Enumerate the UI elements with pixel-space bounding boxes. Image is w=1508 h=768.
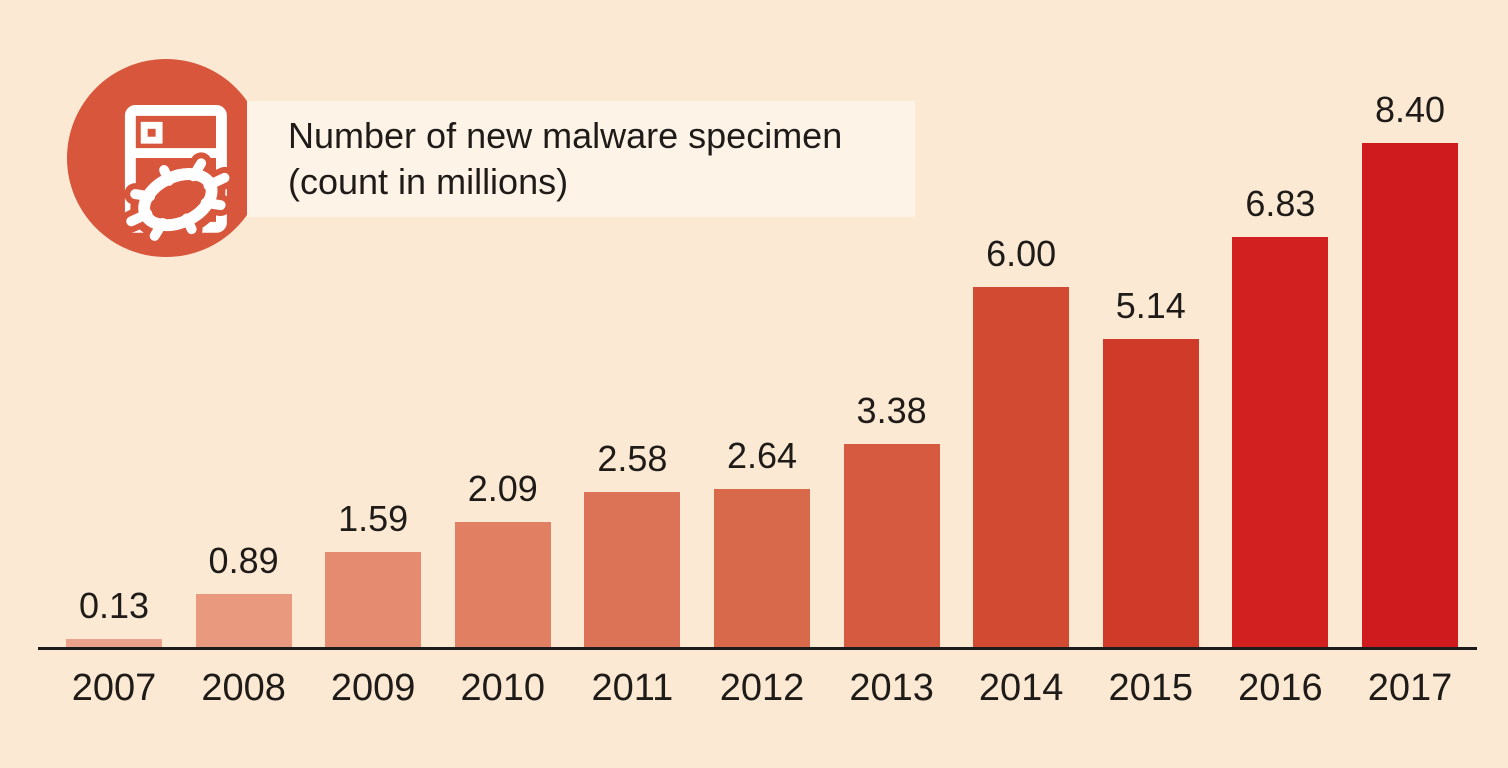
x-tick-2010: 2010 bbox=[460, 667, 546, 709]
bar-group-2008: 0.89 bbox=[195, 540, 292, 647]
bar-chart: 0.13 0.89 1.59 2.09 2.58 2.64 3.38 6.00 5.14 6.83… bbox=[38, 0, 1477, 768]
x-tick-2014: 2014 bbox=[978, 667, 1064, 709]
bar-group-2014: 6.00 bbox=[973, 233, 1070, 647]
x-axis-line bbox=[38, 647, 1477, 650]
bar-2011[interactable] bbox=[584, 492, 681, 647]
x-tick-2008: 2008 bbox=[201, 667, 286, 709]
bar-2010[interactable] bbox=[454, 522, 551, 647]
chart-title-line-2: (count in millions) bbox=[288, 161, 569, 202]
bar-value-label-2016: 6.83 bbox=[1245, 183, 1316, 224]
bar-group-2009: 1.59 bbox=[325, 498, 422, 647]
bar-2015[interactable] bbox=[1102, 339, 1199, 647]
x-tick-2011: 2011 bbox=[591, 667, 674, 709]
bar-value-label-2015: 5.14 bbox=[1115, 285, 1186, 326]
bar-2007[interactable] bbox=[66, 639, 162, 647]
bar-value-label-2013: 3.38 bbox=[856, 390, 927, 431]
bar-value-label-2014: 6.00 bbox=[986, 233, 1057, 274]
bar-group-2010: 2.09 bbox=[454, 468, 551, 647]
bar-group-2012: 2.64 bbox=[714, 438, 810, 647]
bar-group-2015: 5.14 bbox=[1102, 285, 1199, 647]
bar-group-2013: 3.38 bbox=[843, 390, 940, 647]
x-tick-2017: 2017 bbox=[1367, 667, 1453, 709]
bar-group-2017: 8.40 bbox=[1362, 92, 1458, 647]
bar-2009[interactable] bbox=[325, 552, 422, 647]
bar-2016[interactable] bbox=[1232, 237, 1329, 647]
chart-title-line-1: Number of new malware specimen bbox=[288, 115, 843, 156]
bar-value-label-2011: 2.58 bbox=[597, 438, 668, 479]
bar-value-label-2009: 1.59 bbox=[338, 498, 409, 539]
malware-browser-bug-icon bbox=[67, 59, 265, 257]
x-tick-2007: 2007 bbox=[71, 667, 157, 709]
bar-group-2007: 0.13 bbox=[66, 588, 162, 647]
bar-value-label-2008: 0.89 bbox=[208, 540, 279, 581]
bar-value-label-2007: 0.13 bbox=[78, 585, 150, 626]
x-tick-2013: 2013 bbox=[849, 667, 934, 709]
chart-title-box: Number of new malware specimen (count in… bbox=[247, 101, 915, 217]
bar-2012[interactable] bbox=[714, 489, 810, 647]
bar-2014[interactable] bbox=[973, 287, 1070, 647]
x-tick-2009: 2009 bbox=[330, 667, 416, 709]
bar-2017[interactable] bbox=[1362, 143, 1458, 647]
bar-group-2011: 2.58 bbox=[584, 438, 681, 647]
bar-2013[interactable] bbox=[843, 444, 940, 647]
x-tick-2015: 2015 bbox=[1108, 667, 1194, 709]
x-tick-2012: 2012 bbox=[719, 667, 805, 709]
bar-value-label-2012: 2.64 bbox=[726, 435, 798, 476]
bar-value-label-2017: 8.40 bbox=[1374, 89, 1446, 130]
malware-icon-badge bbox=[67, 59, 265, 257]
bar-2008[interactable] bbox=[195, 594, 292, 647]
x-tick-2016: 2016 bbox=[1238, 667, 1323, 709]
bar-group-2016: 6.83 bbox=[1232, 183, 1329, 647]
bar-value-label-2010: 2.09 bbox=[467, 468, 538, 509]
